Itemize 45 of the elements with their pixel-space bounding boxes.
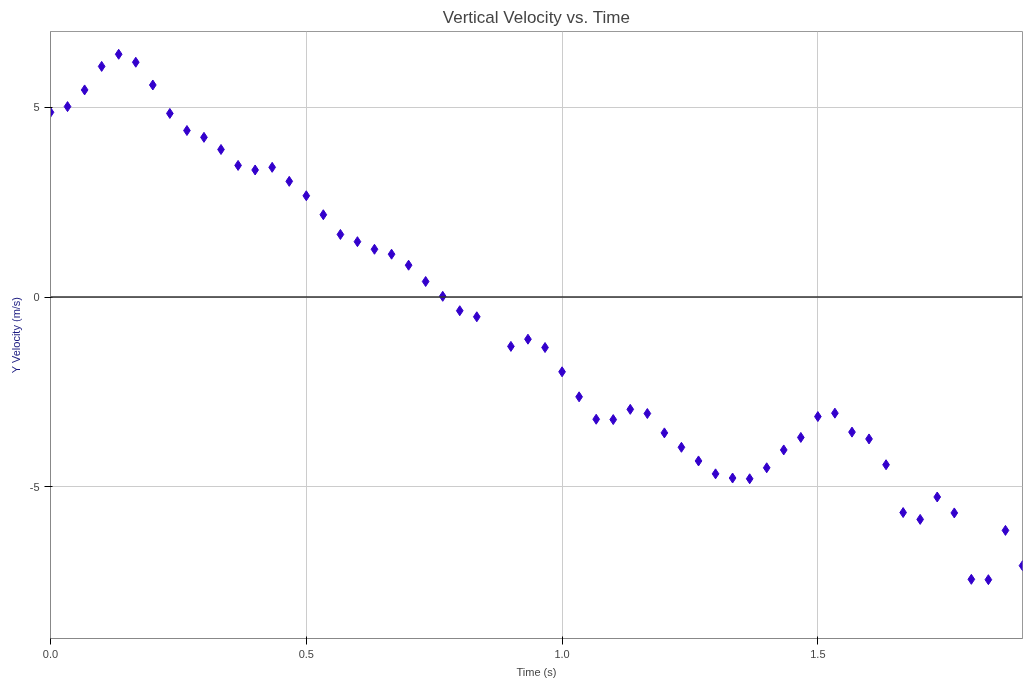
point xyxy=(711,468,720,480)
point xyxy=(302,190,311,202)
point xyxy=(80,84,89,96)
point xyxy=(609,414,618,426)
point xyxy=(370,243,379,255)
point xyxy=(677,441,686,453)
x-tick-label: 0.0 xyxy=(42,647,59,660)
point xyxy=(63,101,72,113)
point xyxy=(404,259,413,271)
chart-title: Vertical Velocity vs. Time xyxy=(442,7,630,27)
point xyxy=(455,305,464,317)
point xyxy=(984,574,993,586)
y-tick-label: 5 xyxy=(33,101,40,114)
point xyxy=(762,462,771,474)
point xyxy=(387,248,396,260)
point xyxy=(148,79,157,91)
point xyxy=(592,413,601,425)
point xyxy=(114,48,123,60)
point xyxy=(967,573,976,585)
point xyxy=(950,507,959,519)
point xyxy=(353,236,362,248)
y-tick-label: -5 xyxy=(29,480,40,493)
x-tick-label: 1.5 xyxy=(810,647,826,660)
point xyxy=(421,276,430,288)
point xyxy=(131,56,140,68)
point xyxy=(626,403,635,415)
point xyxy=(728,472,737,484)
point xyxy=(336,228,345,240)
x-axis-title: Time (s) xyxy=(516,665,557,678)
y-axis-title: Y Velocity (m/s) xyxy=(9,296,22,374)
y-tick-label: 0 xyxy=(33,291,40,304)
point xyxy=(472,311,481,323)
point xyxy=(643,408,652,420)
point xyxy=(694,455,703,467)
point xyxy=(916,513,925,525)
point xyxy=(1001,524,1010,536)
point xyxy=(745,473,754,485)
x-tick-label: 1.0 xyxy=(554,647,570,660)
point xyxy=(779,444,788,456)
point xyxy=(97,60,106,72)
point xyxy=(319,209,328,221)
point xyxy=(285,175,294,187)
point xyxy=(933,491,942,503)
x-tick-label: 0.5 xyxy=(298,647,314,660)
point xyxy=(660,427,669,439)
